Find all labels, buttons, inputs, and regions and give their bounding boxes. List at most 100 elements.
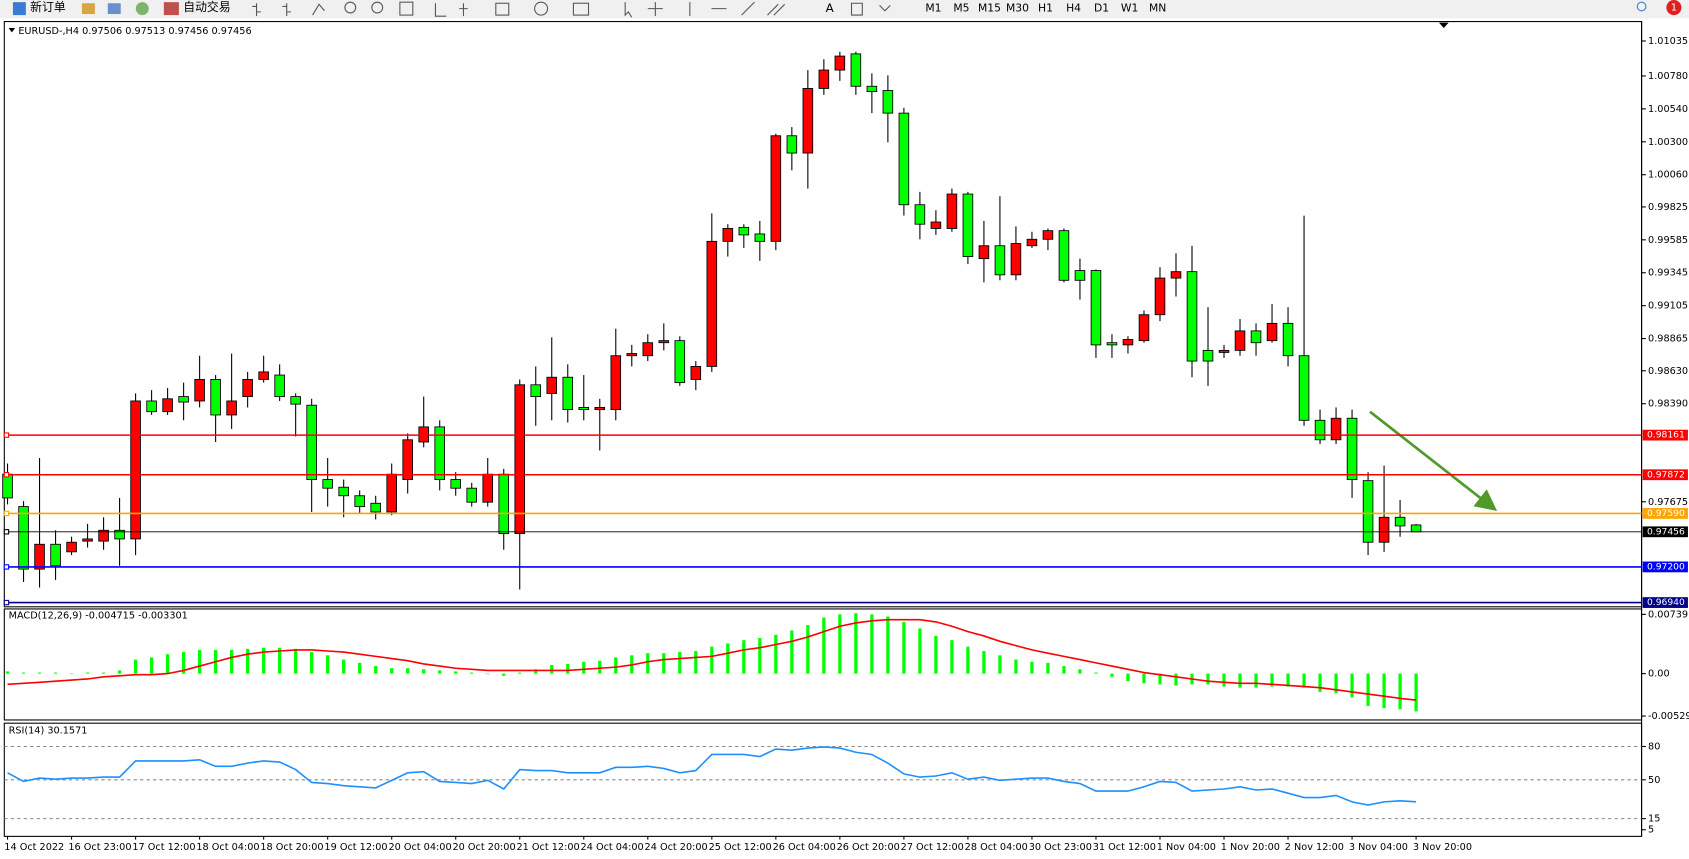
text-tool[interactable]: A — [826, 1, 834, 15]
timeframe-button[interactable]: M30 — [1006, 2, 1029, 15]
auto-trading-icon[interactable] — [163, 2, 179, 16]
macd-bar — [310, 652, 314, 674]
x-tick-label: 3 Nov 04:00 — [1349, 842, 1408, 853]
timeframe-button[interactable]: W1 — [1121, 2, 1139, 15]
x-tick-label: 16 Oct 23:00 — [68, 842, 131, 853]
macd-bar — [21, 672, 26, 674]
x-tick-label: 30 Oct 23:00 — [1029, 842, 1092, 853]
timeframe-button[interactable]: M15 — [978, 2, 1001, 15]
level-label-bg — [1642, 429, 1688, 441]
new-order-icon[interactable] — [12, 2, 26, 16]
candle-body — [946, 193, 958, 229]
line-tools[interactable] — [624, 1, 786, 18]
tile-windows[interactable] — [399, 1, 414, 16]
level-label-bg — [1642, 561, 1688, 573]
x-tick-label: 21 Oct 12:00 — [517, 842, 580, 853]
candle-body — [402, 439, 413, 480]
macd-bar — [1302, 673, 1306, 688]
macd-bar — [950, 640, 954, 674]
y-tick-label: 1.00060 — [1648, 170, 1688, 181]
timeframe-button[interactable]: H4 — [1066, 2, 1081, 15]
candle-body — [1026, 238, 1038, 247]
candle-body — [642, 342, 654, 357]
level-handle — [3, 432, 10, 438]
candle-body — [962, 193, 974, 258]
macd-bar — [53, 672, 58, 674]
macd-bar — [326, 655, 330, 674]
icon[interactable] — [135, 2, 149, 16]
text-tools[interactable] — [850, 2, 891, 16]
candle-body — [546, 376, 558, 394]
candle-body — [1266, 322, 1278, 342]
macd-bar — [646, 653, 650, 674]
drawing-tools — [252, 1, 891, 18]
macd-bar — [566, 663, 570, 674]
x-tick-label: 20 Oct 20:00 — [452, 842, 515, 853]
candle-body — [866, 85, 878, 93]
candle-body — [450, 479, 461, 489]
macd-bar — [774, 634, 778, 674]
timeframe-button[interactable]: M5 — [953, 2, 969, 15]
candle-body — [610, 355, 622, 411]
macd-bar — [278, 647, 282, 674]
notification-badge[interactable] — [1666, 0, 1682, 16]
macd-bar — [37, 672, 42, 674]
y-tick-label: 0.00 — [1648, 669, 1670, 680]
chart-type-icons[interactable] — [252, 3, 325, 17]
macd-bar — [854, 613, 858, 674]
open: 0.97506 — [82, 26, 122, 37]
level-handle — [3, 564, 10, 570]
macd-bar — [502, 673, 506, 676]
y-tick-label: 1.00300 — [1648, 137, 1688, 148]
scroll-icons[interactable] — [434, 3, 468, 17]
x-tick-label: 3 Nov 20:00 — [1413, 842, 1472, 853]
candle-body — [114, 529, 125, 540]
candle-body — [1282, 322, 1294, 357]
templates[interactable] — [572, 2, 590, 16]
candle-body — [1170, 271, 1182, 279]
icon[interactable] — [81, 3, 95, 15]
search-icon[interactable] — [1636, 1, 1647, 12]
candle-body — [1058, 230, 1070, 281]
macd-bar — [534, 669, 538, 674]
icon[interactable] — [107, 3, 121, 15]
macd-bar — [678, 652, 682, 674]
level-label: 0.98161 — [1647, 430, 1685, 441]
periods[interactable] — [534, 1, 549, 16]
macd-bar — [438, 670, 442, 674]
trend-arrow — [1369, 410, 1498, 511]
indicators[interactable] — [495, 2, 510, 16]
level-handle — [3, 529, 10, 535]
zoom-out[interactable] — [371, 1, 384, 14]
candle-body — [754, 233, 766, 242]
y-tick-label: 0.00739 — [1648, 609, 1688, 620]
candle-body — [130, 400, 141, 540]
macd-bar — [358, 662, 362, 674]
timeframe-button[interactable]: M1 — [925, 2, 941, 15]
macd-bar — [1014, 659, 1018, 674]
auto-trading-button[interactable]: 自动交易 — [183, 0, 230, 14]
macd-bar — [294, 648, 298, 674]
candle-body — [338, 486, 349, 497]
macd-bar — [406, 668, 410, 674]
candle-body — [1410, 524, 1422, 533]
y-tick-label: 0.99585 — [1648, 235, 1688, 246]
y-tick-label: 0.99345 — [1648, 268, 1688, 279]
candle-body — [498, 473, 510, 535]
macd-bar — [1174, 673, 1178, 686]
macd-bar — [838, 614, 842, 674]
timeframe-button[interactable]: D1 — [1094, 2, 1109, 15]
macd-bar — [390, 668, 394, 674]
candle-body — [194, 379, 205, 402]
y-tick-label: 0.98390 — [1648, 399, 1688, 410]
new-order-button[interactable]: 新订单 — [30, 0, 66, 14]
x-tick-label: 14 Oct 2022 — [4, 842, 64, 853]
timeframe-button[interactable]: H1 — [1038, 2, 1053, 15]
zoom-in[interactable] — [344, 1, 357, 14]
candle-body — [1218, 349, 1230, 353]
y-tick-label: -0.005291 — [1648, 711, 1689, 722]
timeframe-button[interactable]: MN — [1149, 2, 1166, 15]
low: 0.97456 — [168, 26, 208, 37]
macd-bar — [742, 640, 746, 674]
